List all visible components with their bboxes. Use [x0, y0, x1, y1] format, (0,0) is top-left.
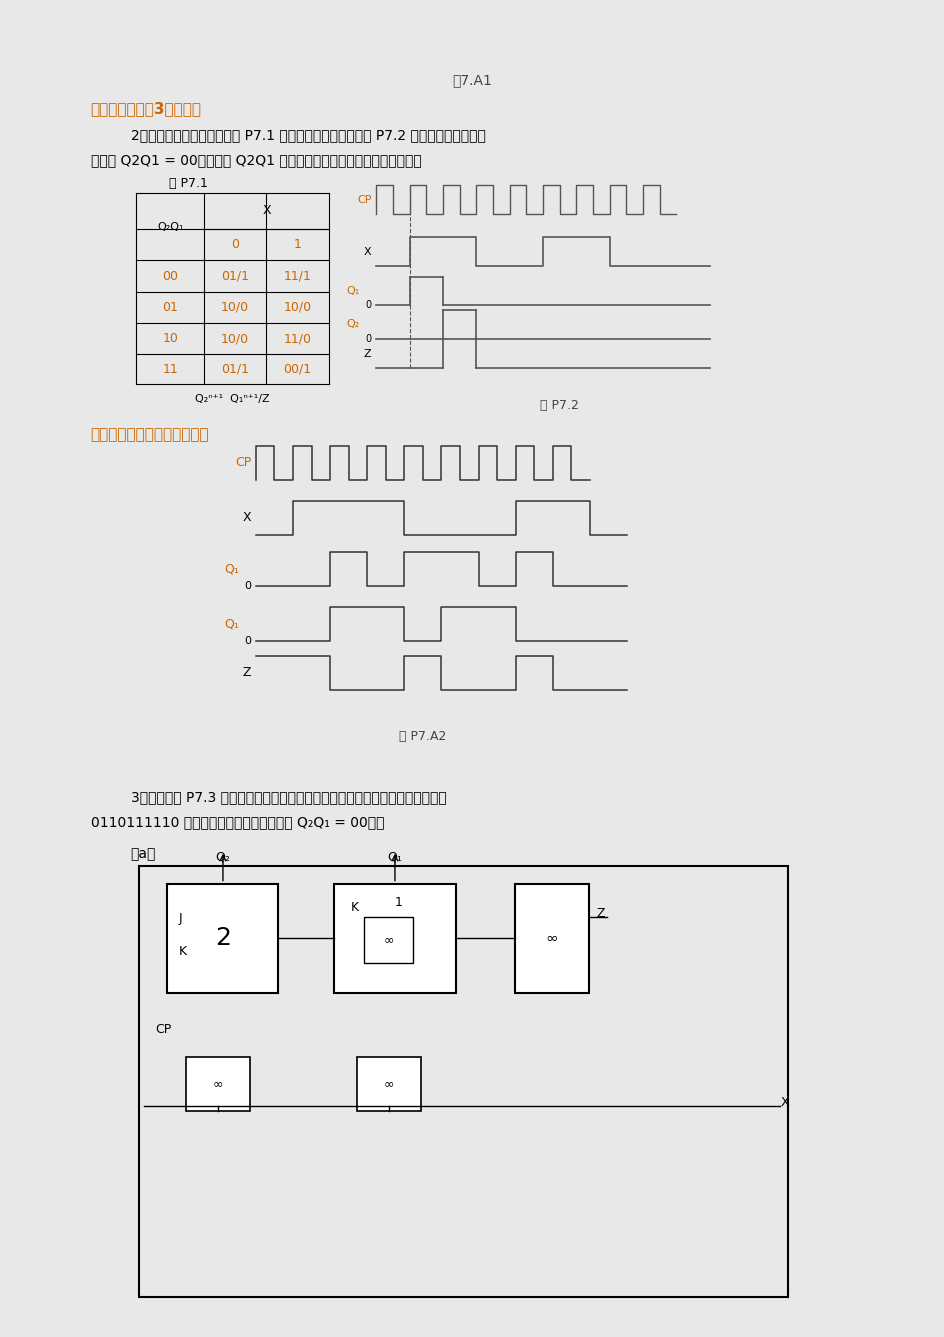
Bar [139, 866, 787, 1297]
Text: ∞: ∞ [383, 1078, 394, 1091]
Text: 0: 0 [244, 580, 251, 591]
Text: Z: Z [363, 349, 371, 358]
Text: X: X [363, 247, 371, 257]
Text: 1: 1 [395, 896, 402, 909]
Text: K: K [350, 901, 359, 915]
Text: 图 P7.A2: 图 P7.A2 [398, 730, 447, 743]
Text: ∞: ∞ [545, 931, 558, 947]
Bar [363, 917, 413, 963]
Text: 10/0: 10/0 [221, 332, 249, 345]
Text: ∞: ∞ [212, 1078, 223, 1091]
Text: CP: CP [235, 456, 251, 469]
Text: Q₁: Q₁ [224, 562, 239, 575]
Text: 1: 1 [294, 238, 301, 251]
Text: CP: CP [155, 1023, 171, 1036]
Text: 00: 00 [162, 270, 178, 282]
Text: 图7.A1: 图7.A1 [452, 74, 492, 87]
Text: Z: Z [243, 666, 251, 679]
Text: X: X [243, 511, 251, 524]
Text: CP: CP [357, 195, 371, 205]
Text: X: X [780, 1095, 788, 1108]
Text: ∞: ∞ [382, 933, 393, 947]
Text: 01: 01 [162, 301, 178, 314]
Text: Z: Z [596, 906, 604, 920]
Text: 0110111110 相应的输出波形（设起始状态 Q₂Q₁ = 00）。: 0110111110 相应的输出波形（设起始状态 Q₂Q₁ = 00）。 [91, 814, 383, 829]
Text: Q₁: Q₁ [346, 286, 359, 295]
Text: 01/1: 01/1 [221, 362, 249, 376]
Text: Q₂: Q₂ [346, 320, 359, 329]
Text: 状态为 Q2Q1 = 00，试画出 Q2Q1 的波形图（设触发器的下降沿触发）。: 状态为 Q2Q1 = 00，试画出 Q2Q1 的波形图（设触发器的下降沿触发）。 [91, 154, 421, 167]
Text: 2: 2 [214, 927, 230, 951]
Text: Q₁: Q₁ [224, 618, 239, 630]
Bar [186, 1058, 250, 1111]
Text: 0: 0 [365, 334, 371, 344]
Text: 0: 0 [231, 238, 239, 251]
Text: 01/1: 01/1 [221, 270, 249, 282]
Text: 图 P7.2: 图 P7.2 [540, 398, 579, 412]
Text: Q₂Q₁: Q₂Q₁ [157, 222, 183, 231]
Text: （a）: （a） [130, 848, 156, 861]
Text: 2．已知电路状态转换表如表 P7.1 所示，输入信号波形如图 P7.2 所示，若电路的初始: 2．已知电路状态转换表如表 P7.1 所示，输入信号波形如图 P7.2 所示，若… [130, 128, 485, 142]
Bar [357, 1058, 421, 1111]
Text: 11/1: 11/1 [283, 270, 312, 282]
Text: 11/0: 11/0 [283, 332, 312, 345]
Text: 11: 11 [162, 362, 178, 376]
Text: 本电路是同步模3计数器。: 本电路是同步模3计数器。 [91, 100, 201, 116]
Text: 表 P7.1: 表 P7.1 [169, 178, 208, 190]
Text: K: K [178, 945, 187, 957]
Bar [514, 884, 588, 993]
Text: 00/1: 00/1 [283, 362, 312, 376]
Text: X: X [262, 205, 271, 218]
Text: 解：由状态转换表作出波形图: 解：由状态转换表作出波形图 [91, 428, 209, 443]
Text: J: J [178, 912, 182, 925]
Bar [333, 884, 456, 993]
Text: 10/0: 10/0 [283, 301, 312, 314]
Text: 3．试分析图 P7.3 所示电路，作出状态转换表及状态转换图，并作出输入信号为: 3．试分析图 P7.3 所示电路，作出状态转换表及状态转换图，并作出输入信号为 [130, 790, 446, 805]
Text: Q₂: Q₂ [215, 850, 230, 862]
Text: 10/0: 10/0 [221, 301, 249, 314]
Text: Q₂ⁿ⁺¹  Q₁ⁿ⁺¹/Z: Q₂ⁿ⁺¹ Q₁ⁿ⁺¹/Z [195, 393, 270, 404]
Bar [167, 884, 278, 993]
Text: 0: 0 [365, 301, 371, 310]
Text: 0: 0 [244, 635, 251, 646]
Text: Q₁: Q₁ [387, 850, 402, 862]
Text: 10: 10 [162, 332, 178, 345]
